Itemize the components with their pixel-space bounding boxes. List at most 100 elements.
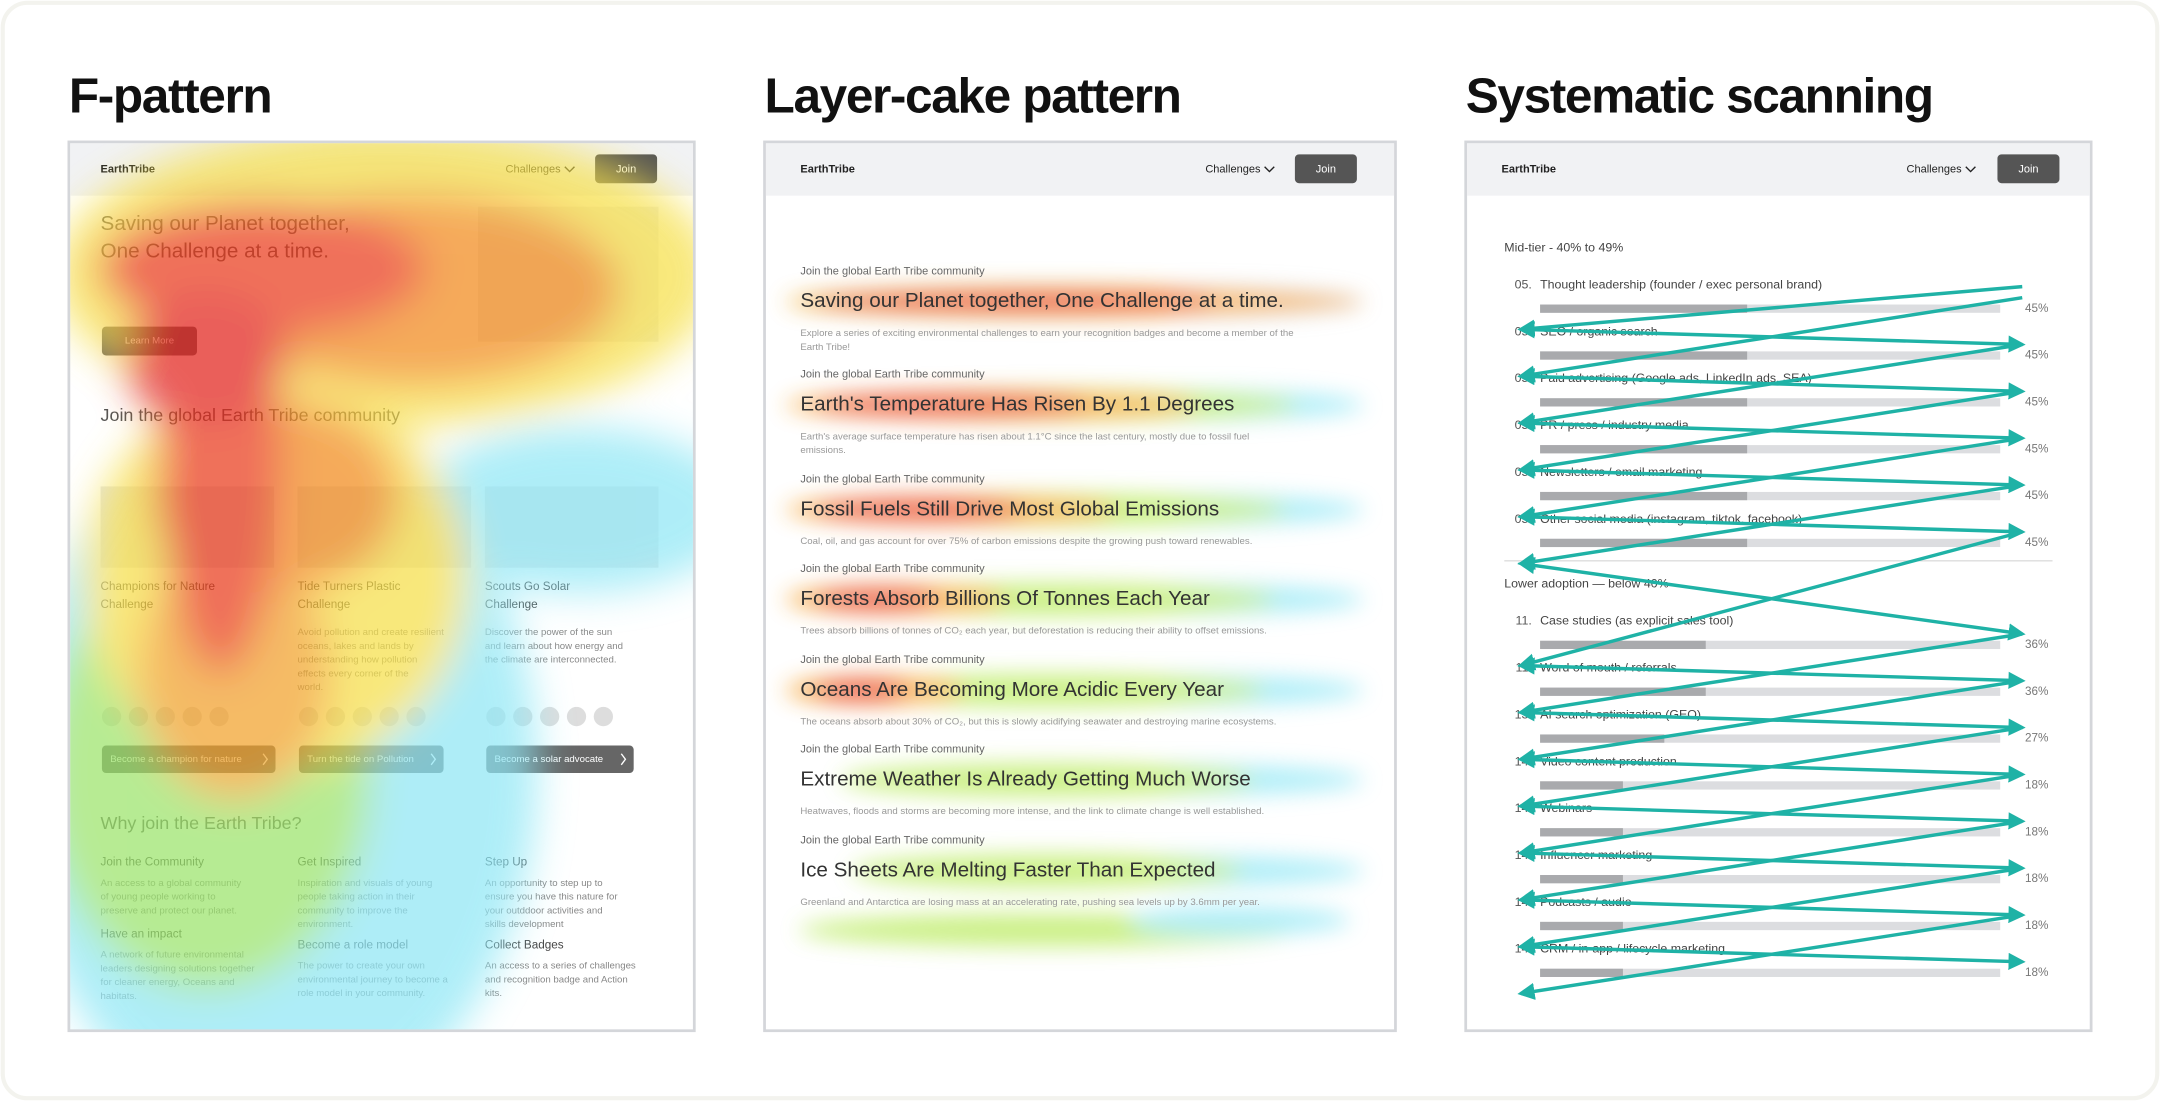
bar-track xyxy=(1540,968,2001,977)
bar-track xyxy=(1540,828,2001,837)
scan-arrow xyxy=(1517,530,2023,671)
scan-arrow xyxy=(1517,725,2023,813)
card-desc: the climate are interconnected. xyxy=(485,655,617,666)
value-label: 45% xyxy=(2025,536,2048,549)
scan-arrow xyxy=(1517,679,2023,766)
feature-desc: kits. xyxy=(485,988,502,999)
feature-desc: and recognition badge and Action xyxy=(485,974,628,985)
bar xyxy=(1540,304,1748,313)
heatmap xyxy=(785,285,1364,947)
heat-blob xyxy=(123,289,290,428)
scan-arrow xyxy=(1517,436,2023,524)
bar-track xyxy=(1540,734,2001,743)
bar-track xyxy=(1540,781,2001,790)
value-label: 36% xyxy=(2025,638,2048,651)
scan-arrow xyxy=(1517,866,2023,954)
headline: Oceans Are Becoming More Acidic Every Ye… xyxy=(800,678,1224,701)
arrow xyxy=(620,753,627,766)
join-button[interactable] xyxy=(1294,154,1357,184)
bar xyxy=(1540,734,1665,743)
bar-track xyxy=(1540,921,2001,931)
bar xyxy=(1540,968,1623,977)
section-desc: Earth's average surface temperature has … xyxy=(800,431,1249,442)
section-desc: Heatwaves, floods and storms are becomin… xyxy=(800,806,1264,817)
panel-title: F-pattern xyxy=(69,67,271,123)
group-title: Lower adoption — below 40% xyxy=(1504,577,1668,591)
heat-blob xyxy=(812,392,1089,418)
value-label: 27% xyxy=(2025,732,2048,745)
section-desc: Coal, oil, and gas account for over 75% … xyxy=(800,536,1252,547)
heat-blob xyxy=(812,289,1216,315)
brand: EarthTribe xyxy=(800,163,854,175)
heat-blob xyxy=(413,427,693,593)
bar-track xyxy=(1540,640,2001,650)
bar xyxy=(1540,640,1706,650)
value-label: 18% xyxy=(2025,825,2048,838)
heat-blob xyxy=(812,497,1025,523)
kicker: Join the global Earth Tribe community xyxy=(800,654,985,666)
headline: Earth's Temperature Has Risen By 1.1 Deg… xyxy=(800,393,1234,416)
nav-menu[interactable]: Challenges xyxy=(1205,163,1261,175)
value-label: 36% xyxy=(2025,685,2048,698)
card-desc: Discover the power of the sun xyxy=(485,627,612,638)
bar xyxy=(1540,828,1623,837)
value-label: 18% xyxy=(2025,779,2048,792)
headline: Extreme Weather Is Already Getting Much … xyxy=(800,767,1250,790)
bar xyxy=(1540,781,1623,790)
bar xyxy=(1540,921,1623,931)
scan-arrow xyxy=(1517,772,2023,860)
card-desc: and learn about how energy and xyxy=(485,641,623,652)
bar-track xyxy=(1540,351,2001,360)
nav-menu[interactable]: Challenges xyxy=(1907,163,1963,175)
section-desc: Greenland and Antarctica are losing mass… xyxy=(800,897,1260,908)
scan-arrow xyxy=(1517,389,2023,477)
brand: EarthTribe xyxy=(1502,163,1556,175)
card-button-label: Become a solar advocate xyxy=(495,754,604,765)
value-label: 18% xyxy=(2025,966,2048,979)
kicker: Join the global Earth Tribe community xyxy=(800,563,985,575)
heat-blob xyxy=(851,854,1243,888)
section-desc: The oceans absorb about 30% of CO₂, but … xyxy=(800,717,1276,728)
feature-desc: skills development xyxy=(485,919,564,930)
feature-desc: An opportunity to step up to xyxy=(485,878,603,889)
scan-arrow xyxy=(1517,342,2023,430)
nav-bar xyxy=(1467,143,2090,196)
section-desc: Trees absorb billions of tonnes of CO₂ e… xyxy=(800,626,1266,637)
badge-dot xyxy=(540,706,560,727)
heat-blob xyxy=(812,587,940,612)
bar-track xyxy=(1540,538,2001,548)
bar-track xyxy=(1540,398,2001,407)
nav-bar xyxy=(765,143,1395,196)
item-label: Thought leadership (founder / exec perso… xyxy=(1540,278,1822,292)
bar-track xyxy=(1540,445,2001,454)
bar-track xyxy=(1540,491,2001,501)
group-title: Mid-tier - 40% to 49% xyxy=(1504,240,1623,254)
panel-title: Layer-cake pattern xyxy=(765,67,1181,123)
value-label: 45% xyxy=(2025,489,2048,502)
feature-desc: your outddoor activities and xyxy=(485,905,603,916)
scan-arrow xyxy=(1517,295,2023,383)
bar-track xyxy=(1540,687,2001,696)
bar xyxy=(1540,875,1623,884)
chevron xyxy=(1965,166,1976,173)
kicker: Join the global Earth Tribe community xyxy=(800,744,985,756)
panel-title: Systematic scanning xyxy=(1466,67,1933,123)
value-label: 45% xyxy=(2025,442,2048,455)
value-label: 18% xyxy=(2025,919,2048,932)
scan-arrow xyxy=(1517,819,2023,907)
section-desc: Earth Tribe! xyxy=(800,342,850,353)
kicker: Join the global Earth Tribe community xyxy=(800,369,985,381)
brand: EarthTribe xyxy=(101,163,155,175)
value-label: 45% xyxy=(2025,302,2048,315)
join-label: Join xyxy=(2018,163,2038,175)
value-label: 45% xyxy=(2025,395,2048,408)
bar-track xyxy=(1540,875,2001,884)
heat-blob xyxy=(840,763,1254,797)
section-desc: Explore a series of exciting environment… xyxy=(800,328,1293,339)
bar xyxy=(1540,687,1706,696)
join-button[interactable] xyxy=(1997,154,2060,184)
kicker: Join the global Earth Tribe community xyxy=(800,265,985,277)
kicker: Join the global Earth Tribe community xyxy=(800,473,985,485)
value-label: 45% xyxy=(2025,349,2048,362)
scan-arrow xyxy=(1517,632,2023,719)
